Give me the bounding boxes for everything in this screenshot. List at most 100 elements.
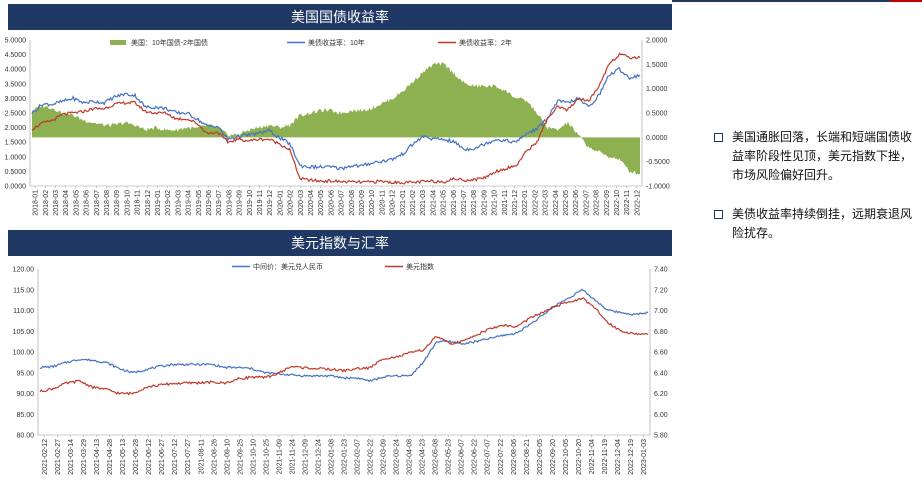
x-tick-label: 2019-04 [186,190,193,216]
x-tick-label: 2021-07 [461,190,468,216]
x-tick-label: 2022-01 [522,190,529,216]
x-tick-label: 2020-07 [339,190,346,216]
x-tick-label: 2020-11 [379,190,386,215]
bullet-text-2: 美债收益率持续倒挂，远期衰退风险扰存。 [732,207,913,240]
y-left-tick-label: 120.00 [13,267,35,274]
x-tick-label: 2022-03 [543,190,550,216]
y-left-tick-label: 105.00 [13,329,35,336]
y-right-tick-label: 6.00 [654,412,668,419]
x-tick-label: 2021-03-29 [81,439,88,475]
x-tick-label: 2018-04 [63,190,70,216]
x-tick-label: 2020-06 [328,190,335,216]
x-tick-label: 2022-08 [594,190,601,216]
x-tick-label: 2019-02 [165,190,172,216]
x-tick-label: 2022-08-06 [511,439,518,475]
x-tick-label: 2022-10 [614,190,621,216]
x-tick-label: 2018-03 [53,190,60,216]
y-left-tick-label: 2.5000 [5,111,27,118]
top-accent [890,0,922,2]
x-tick-label: 2021-02 [410,190,417,216]
x-tick-label: 2022-09 [604,190,611,216]
x-tick-label: 2021-12-09 [302,439,309,475]
bullet-square-icon [714,210,723,219]
x-tick-label: 2018-01 [33,190,40,216]
x-tick-label: 2023-01-03 [641,439,648,475]
y-left-tick-label: 3.0000 [5,96,27,103]
y-left-tick-label: 4.5000 [5,52,27,59]
yield-chart-title: 美国国债收益率 [8,4,672,30]
y-right-tick-label: -1.0000 [646,184,670,191]
x-tick-label: 2021-11 [502,190,509,215]
x-tick-label: 2021-03 [420,190,427,216]
x-tick-label: 2021-10-25 [263,439,270,475]
x-tick-label: 2021-05-28 [133,439,140,475]
x-tick-label: 2019-01 [155,190,162,216]
x-tick-label: 2018-08 [104,190,111,216]
y-left-tick-label: 95.00 [16,370,34,377]
x-tick-label: 2021-11-24 [289,439,296,474]
x-tick-label: 2021-08-26 [211,439,218,475]
x-tick-label: 2022-02 [532,190,539,216]
x-tick-label: 2021-09-25 [237,439,244,475]
y-left-tick-label: 1.5000 [5,140,27,147]
y-right-tick-label: 6.40 [654,370,668,377]
y-right-tick-label: 0.5000 [646,111,668,118]
legend-label: 美国：10年国债-2年国债 [131,38,208,47]
y-right-tick-label: 6.60 [654,350,668,357]
x-tick-label: 2021-08-11 [198,439,205,474]
y-right-tick-label: 1.0000 [646,86,668,93]
y-left-tick-label: 100.00 [13,350,35,357]
series-line-1 [31,66,641,171]
x-tick-label: 2020-08 [349,190,356,216]
x-tick-label: 2022-06 [573,190,580,216]
x-tick-label: 2018-10 [124,190,131,216]
y-right-tick-label: 6.80 [654,329,668,336]
x-tick-label: 2022-04-23 [420,439,427,475]
x-tick-label: 2022-05 [563,190,570,216]
y-right-tick-label: 2.0000 [646,38,668,45]
x-tick-label: 2018-06 [84,190,91,216]
x-tick-label: 2019-08 [226,190,233,216]
x-tick-label: 2021-07-12 [172,439,179,475]
y-left-tick-label: 2.0000 [5,125,27,132]
x-tick-label: 2022-11 [624,190,631,215]
x-tick-label: 2019-06 [206,190,213,216]
x-tick-label: 2022-12-04 [615,439,622,475]
x-tick-label: 2018-11 [135,190,142,215]
x-tick-label: 2022-07-07 [485,439,492,475]
x-tick-label: 2018-12 [145,190,152,216]
x-tick-label: 2020-09 [359,190,366,216]
x-tick-label: 2021-12 [512,190,519,216]
x-tick-label: 2019-11 [257,190,264,215]
x-tick-label: 2022-10-05 [563,439,570,475]
x-tick-label: 2019-03 [175,190,182,216]
spread-area [32,62,640,175]
series-line-0 [40,288,649,383]
x-tick-label: 2021-09-10 [224,439,231,475]
x-tick-label: 2022-02-07 [355,439,362,475]
x-tick-label: 2020-10 [369,190,376,216]
x-tick-label: 2018-02 [43,190,50,216]
y-left-tick-label: 0.0000 [5,184,27,191]
x-tick-label: 2021-06 [451,190,458,216]
x-tick-label: 2018-09 [114,190,121,216]
x-tick-label: 2020-04 [308,190,315,216]
legend-label: 中间价：美元兑人民币 [253,262,323,271]
y-right-tick-label: 7.20 [654,287,668,294]
y-left-tick-label: 80.00 [16,433,34,440]
x-tick-label: 2021-09 [481,190,488,216]
x-tick-label: 2022-03-09 [381,439,388,475]
x-tick-label: 2021-03-14 [68,439,75,475]
y-right-tick-label: 0.0000 [646,135,668,142]
x-tick-label: 2021-08 [471,190,478,216]
x-tick-label: 2020-12 [390,190,397,216]
y-right-tick-label: 7.40 [654,267,668,274]
legend-label: 美债收益率：10年 [308,38,365,47]
x-tick-label: 2021-05-13 [120,439,127,475]
x-tick-label: 2022-06-07 [459,439,466,475]
x-tick-label: 2022-09-20 [550,439,557,475]
x-tick-label: 2020-01 [277,190,284,216]
series-line-2 [31,52,641,185]
x-tick-label: 2022-10-20 [576,439,583,475]
x-tick-label: 2022-01-23 [342,439,349,475]
